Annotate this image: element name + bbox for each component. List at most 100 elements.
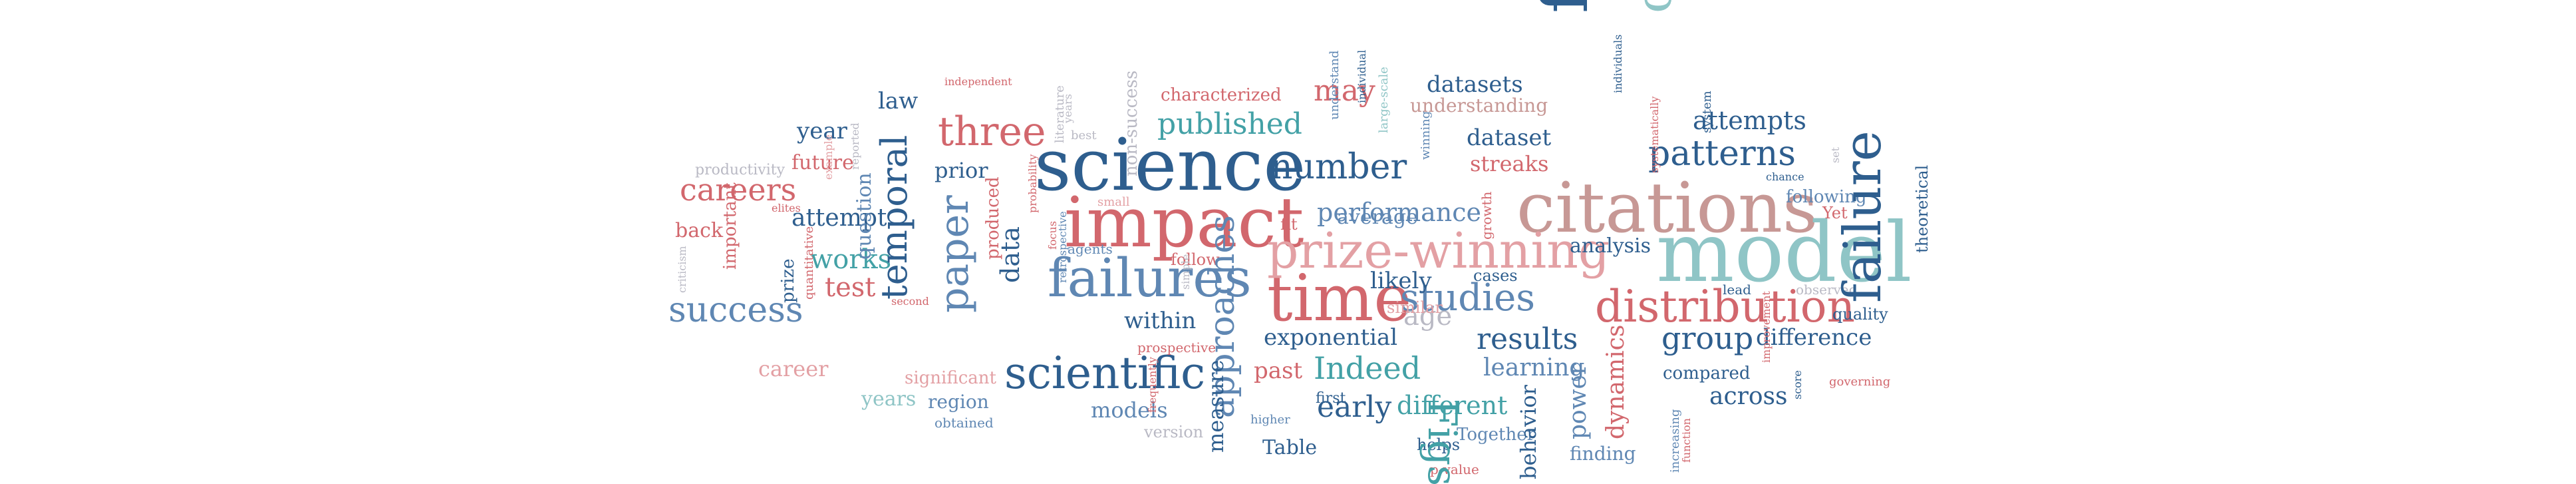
word: past	[1254, 358, 1303, 384]
word: Together	[1457, 425, 1536, 445]
word-vertical: retrospective	[1056, 211, 1069, 283]
word: cases	[1473, 266, 1518, 285]
word: lead	[1723, 282, 1751, 298]
word-vertical: growth	[1479, 191, 1495, 240]
word: published	[1157, 107, 1302, 141]
word: compared	[1663, 363, 1751, 383]
word: patterns	[1648, 134, 1796, 174]
word: back	[675, 219, 724, 242]
word: productivity	[695, 162, 786, 178]
word: different	[1397, 391, 1508, 420]
word: difference	[1756, 324, 1872, 351]
word: likely	[1370, 268, 1432, 294]
word: p-value	[1430, 461, 1479, 477]
word: understanding	[1410, 95, 1548, 117]
word: similar	[1387, 298, 1443, 317]
word: impact	[1064, 182, 1304, 263]
word: higher	[1250, 413, 1290, 427]
word-vertical: question	[853, 172, 876, 260]
word: significant	[905, 368, 996, 388]
word: region	[928, 391, 989, 413]
word-vertical: non-success	[1121, 70, 1141, 176]
word-vertical: probability	[1026, 154, 1039, 213]
word: year	[797, 118, 847, 144]
word: may	[1314, 74, 1375, 108]
word: helps	[1417, 435, 1461, 454]
word: career	[758, 356, 829, 381]
word-vertical: score	[1791, 370, 1804, 399]
word: analysis	[1570, 234, 1651, 258]
word-vertical: years	[1062, 94, 1074, 123]
word: first	[1316, 390, 1346, 407]
word: dataset	[1467, 124, 1552, 151]
word: elites	[772, 202, 801, 214]
word: attempts	[1693, 106, 1806, 135]
word: best	[1071, 128, 1097, 142]
word: chance	[1766, 170, 1804, 183]
word-vertical: improvement	[1760, 291, 1773, 363]
word: distribution	[1595, 281, 1856, 332]
word-vertical: set	[1829, 146, 1842, 163]
word-vertical: prize	[778, 258, 798, 303]
word-vertical: example	[822, 134, 835, 180]
word-vertical: important	[720, 182, 740, 270]
word-vertical: produced	[983, 176, 1003, 260]
word: fit	[1280, 215, 1298, 234]
word-vertical: simple	[1179, 254, 1192, 290]
word-vertical: power	[1564, 363, 1592, 439]
word-vertical: dynamics	[1602, 324, 1630, 439]
word: finding	[1570, 443, 1636, 465]
word-vertical: understand	[1328, 50, 1342, 120]
word: version	[1144, 423, 1204, 441]
word: average	[1337, 206, 1418, 229]
word-vertical: systematically	[1648, 96, 1661, 173]
word-vertical: behavior	[1516, 385, 1541, 479]
word-vertical: quantitative	[802, 226, 816, 300]
word: exponential	[1264, 324, 1398, 351]
word-vertical: individual	[1356, 49, 1368, 103]
word: prospective	[1137, 340, 1216, 356]
word-vertical: find	[1528, 0, 1602, 13]
word: group	[1661, 320, 1754, 356]
word: early	[1317, 390, 1392, 424]
word: years	[861, 387, 917, 411]
word-vertical: paper	[931, 195, 978, 313]
word: citations	[1516, 167, 1818, 248]
word: datasets	[1427, 71, 1523, 98]
word: science	[1034, 124, 1306, 207]
word: prize-winning	[1267, 222, 1610, 280]
word-vertical: Figs	[1419, 399, 1465, 484]
word: three	[938, 109, 1046, 155]
word: Indeed	[1314, 350, 1421, 386]
word: performance	[1317, 198, 1482, 227]
word: independent	[944, 75, 1012, 88]
word: studies	[1400, 276, 1535, 320]
word: future	[791, 151, 854, 174]
word-vertical: measure	[1203, 360, 1228, 453]
word: careers	[680, 172, 797, 208]
word: agents	[1068, 241, 1113, 257]
word: quality	[1832, 305, 1888, 324]
word-vertical: citation	[1626, 0, 1683, 13]
word: second	[891, 295, 929, 308]
word: results	[1477, 322, 1578, 356]
word: learning	[1483, 354, 1585, 381]
word: characterized	[1161, 85, 1282, 105]
word: time	[1267, 261, 1412, 336]
word: works	[810, 244, 892, 275]
word: scientific	[1004, 348, 1206, 399]
word-vertical: criticism	[676, 246, 688, 293]
word: streaks	[1470, 151, 1549, 176]
word-vertical: temporal	[873, 134, 915, 300]
word: age	[1403, 301, 1453, 332]
word: governing	[1829, 375, 1891, 389]
word-vertical: winning	[1419, 111, 1433, 160]
word: small	[1097, 195, 1130, 209]
word: law	[878, 88, 919, 115]
word-vertical: large-scale	[1377, 67, 1391, 133]
word: Table	[1262, 436, 1318, 459]
word: obtained	[934, 415, 994, 431]
word: failures	[1048, 247, 1252, 309]
word-vertical: frequently	[1146, 357, 1159, 413]
